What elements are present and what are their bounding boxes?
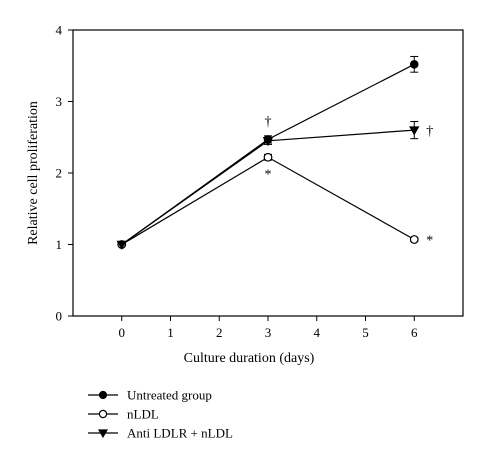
annotation-3: * bbox=[426, 233, 433, 248]
series-1-point-1 bbox=[263, 152, 273, 162]
axes: 0 1 2 3 4 5 6 0 1 2 3 4 bbox=[56, 23, 464, 340]
y-tick-label-3: 3 bbox=[56, 94, 63, 109]
legend-marker-1 bbox=[98, 409, 108, 419]
series-layer bbox=[116, 55, 420, 250]
x-tick-label-2: 2 bbox=[216, 325, 223, 340]
y-tick-label-2: 2 bbox=[56, 166, 63, 181]
y-tick-label-1: 1 bbox=[56, 237, 63, 252]
series-2-point-1 bbox=[262, 137, 274, 147]
y-tick-label-4: 4 bbox=[56, 23, 63, 38]
series-2-point-0 bbox=[116, 240, 127, 250]
series-1 bbox=[117, 152, 419, 249]
x-tick-label-0: 0 bbox=[119, 325, 126, 340]
series-2-point-2 bbox=[409, 126, 420, 136]
x-tick-label-5: 5 bbox=[362, 325, 369, 340]
legend-marker-0 bbox=[98, 390, 108, 400]
x-tick-label-3: 3 bbox=[265, 325, 272, 340]
legend-item-1: nLDL bbox=[88, 407, 159, 422]
series-2-line bbox=[121, 129, 415, 245]
annotation-2: † bbox=[426, 124, 433, 139]
y-tick-label-0: 0 bbox=[56, 309, 63, 324]
series-2 bbox=[116, 121, 420, 250]
legend-label-1: nLDL bbox=[127, 407, 159, 422]
series-0-point-2 bbox=[409, 60, 419, 69]
legend-item-0: Untreated group bbox=[88, 388, 212, 403]
series-1-point-2 bbox=[409, 235, 419, 244]
legend-marker-2 bbox=[97, 429, 109, 439]
legend-item-2: Anti LDLR + nLDL bbox=[88, 426, 233, 441]
legend: Untreated group nLDL Anti LDLR + nLDL bbox=[88, 388, 233, 441]
x-tick-label-6: 6 bbox=[411, 325, 418, 340]
annotation-1: * bbox=[265, 167, 272, 182]
x-tick-label-1: 1 bbox=[167, 325, 174, 340]
x-axis-label: Culture duration (days) bbox=[184, 351, 315, 366]
legend-label-2: Anti LDLR + nLDL bbox=[127, 426, 233, 441]
x-tick-label-4: 4 bbox=[314, 325, 321, 340]
annotations: † * † * bbox=[265, 115, 434, 249]
y-axis-label: Relative cell proliferation bbox=[26, 101, 41, 245]
legend-label-0: Untreated group bbox=[127, 388, 212, 403]
annotation-0: † bbox=[265, 115, 272, 130]
